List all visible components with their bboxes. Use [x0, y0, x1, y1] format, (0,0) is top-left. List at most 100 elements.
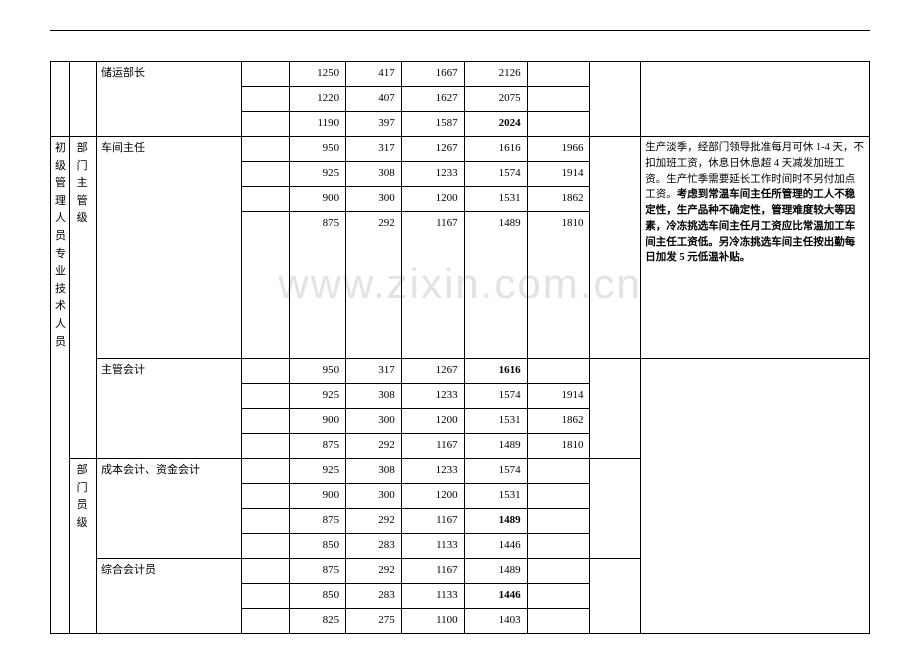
num-cell: 1403 [464, 609, 527, 634]
num-cell: 825 [290, 609, 346, 634]
num-cell: 1914 [527, 384, 590, 409]
num-cell: 317 [346, 137, 402, 162]
num-cell: 1190 [290, 112, 346, 137]
num-cell: 1233 [401, 384, 464, 409]
position-cell: 储运部长 [96, 62, 241, 137]
num-cell: 1446 [464, 584, 527, 609]
num-cell: 317 [346, 359, 402, 384]
num-cell: 1167 [401, 559, 464, 584]
num-cell: 292 [346, 212, 402, 359]
blank-cell [242, 484, 290, 509]
num-cell: 1862 [527, 187, 590, 212]
position-cell: 成本会计、资金会计 [96, 459, 241, 559]
num-cell [527, 559, 590, 584]
remark-cell: 生产淡季，经部门领导批准每月可休 1-4 天，不扣加班工资，休息日休息超 4 天… [641, 137, 870, 359]
num-cell: 1574 [464, 384, 527, 409]
num-cell [527, 609, 590, 634]
num-cell [527, 359, 590, 384]
blank-cell [242, 384, 290, 409]
num-cell: 292 [346, 559, 402, 584]
num-cell: 300 [346, 409, 402, 434]
num-cell: 1267 [401, 137, 464, 162]
num-cell: 308 [346, 459, 402, 484]
num-cell: 1531 [464, 187, 527, 212]
num-cell: 850 [290, 584, 346, 609]
num-cell: 1531 [464, 409, 527, 434]
narrow-cell [590, 559, 641, 634]
num-cell: 1616 [464, 359, 527, 384]
num-cell: 308 [346, 384, 402, 409]
num-cell: 1250 [290, 62, 346, 87]
blank-cell [242, 62, 290, 87]
num-cell: 1100 [401, 609, 464, 634]
blank-cell [242, 87, 290, 112]
num-cell: 900 [290, 484, 346, 509]
num-cell: 407 [346, 87, 402, 112]
num-cell: 1267 [401, 359, 464, 384]
blank-cell [242, 559, 290, 584]
num-cell: 1489 [464, 559, 527, 584]
num-cell: 417 [346, 62, 402, 87]
num-cell: 950 [290, 359, 346, 384]
num-cell: 1810 [527, 212, 590, 359]
num-cell: 2126 [464, 62, 527, 87]
blank-cell [242, 359, 290, 384]
cat1-cell [51, 62, 70, 137]
blank-cell [242, 584, 290, 609]
num-cell: 1574 [464, 459, 527, 484]
num-cell: 900 [290, 409, 346, 434]
num-cell [527, 584, 590, 609]
remark-cell [641, 359, 870, 634]
num-cell: 1133 [401, 534, 464, 559]
position-cell: 主管会计 [96, 359, 241, 459]
blank-cell [242, 534, 290, 559]
num-cell [527, 509, 590, 534]
num-cell: 1489 [464, 509, 527, 534]
num-cell: 875 [290, 559, 346, 584]
position-cell: 综合会计员 [96, 559, 241, 634]
top-rule [50, 30, 870, 31]
remark-text-2: 考虑到常温车间主任所管理的工人不稳定性，生产品种不确定性，管理难度较大等因素，冷… [645, 189, 855, 263]
num-cell: 900 [290, 187, 346, 212]
num-cell: 1574 [464, 162, 527, 187]
num-cell: 850 [290, 534, 346, 559]
num-cell: 2024 [464, 112, 527, 137]
num-cell: 300 [346, 187, 402, 212]
num-cell: 1862 [527, 409, 590, 434]
num-cell: 300 [346, 484, 402, 509]
num-cell: 1914 [527, 162, 590, 187]
narrow-cell [590, 459, 641, 559]
num-cell: 292 [346, 509, 402, 534]
num-cell [527, 534, 590, 559]
num-cell: 308 [346, 162, 402, 187]
num-cell: 397 [346, 112, 402, 137]
num-cell: 2075 [464, 87, 527, 112]
num-cell: 1627 [401, 87, 464, 112]
blank-cell [242, 434, 290, 459]
num-cell: 1167 [401, 212, 464, 359]
num-cell: 925 [290, 162, 346, 187]
num-cell: 1167 [401, 509, 464, 534]
num-cell: 1446 [464, 534, 527, 559]
num-cell: 1531 [464, 484, 527, 509]
num-cell [527, 459, 590, 484]
num-cell: 1233 [401, 162, 464, 187]
num-cell: 1667 [401, 62, 464, 87]
remark-cell [641, 62, 870, 137]
num-cell: 875 [290, 509, 346, 534]
num-cell: 1167 [401, 434, 464, 459]
blank-cell [242, 409, 290, 434]
num-cell: 1966 [527, 137, 590, 162]
num-cell: 1489 [464, 434, 527, 459]
num-cell: 283 [346, 534, 402, 559]
table-row: 储运部长 1250 417 1667 2126 [51, 62, 870, 87]
table-row: 初级管理人员专业技术人员 部门主管级 车间主任 950 317 1267 161… [51, 137, 870, 162]
num-cell: 1133 [401, 584, 464, 609]
num-cell [527, 62, 590, 87]
num-cell: 1233 [401, 459, 464, 484]
blank-cell [242, 609, 290, 634]
num-cell: 1616 [464, 137, 527, 162]
cat2-cell: 部门主管级 [70, 137, 97, 459]
blank-cell [242, 187, 290, 212]
cat2-cell [70, 62, 97, 137]
